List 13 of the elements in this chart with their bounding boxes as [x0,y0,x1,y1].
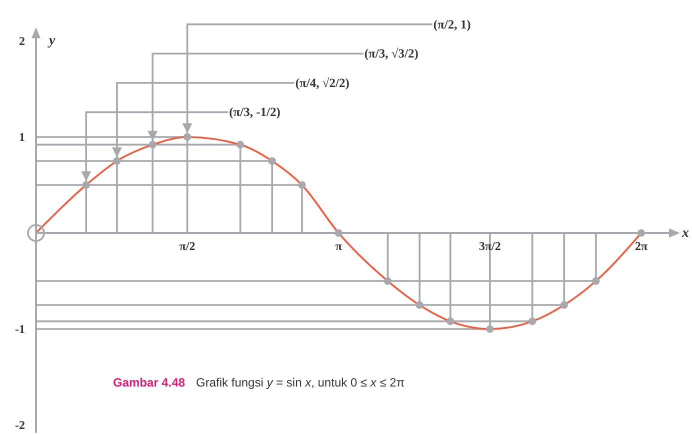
y-tick-label: 1 [19,130,25,144]
x-tick-label: 2π [634,239,648,253]
x-axis-title: x [681,226,689,240]
x-tick-label: π [335,239,342,253]
annotation: Gambar 4.48 [113,376,186,390]
x-tick-label: 3π/2 [478,239,501,253]
annotation: Grafik fungsi y = sin x, untuk 0 ≤ x ≤ 2π [196,376,405,390]
y-tick-label: -1 [15,322,25,336]
annotation: (π/2, 1) [433,17,471,32]
y-tick-label: 2 [19,34,25,48]
y-tick-label: -2 [15,418,25,432]
y-axis-title: y [47,32,56,48]
x-tick-label: π/2 [179,239,196,253]
